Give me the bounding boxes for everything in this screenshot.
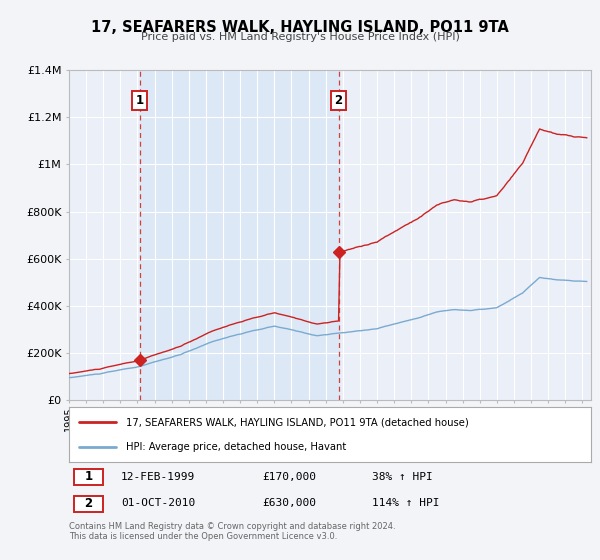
FancyBboxPatch shape (74, 496, 103, 512)
Bar (140, 70, 338, 400)
Text: 17, SEAFARERS WALK, HAYLING ISLAND, PO11 9TA: 17, SEAFARERS WALK, HAYLING ISLAND, PO11… (91, 20, 509, 35)
Text: 1: 1 (84, 470, 92, 483)
Text: 2: 2 (84, 497, 92, 510)
Text: 12-FEB-1999: 12-FEB-1999 (121, 472, 196, 482)
Text: Contains HM Land Registry data © Crown copyright and database right 2024.: Contains HM Land Registry data © Crown c… (69, 522, 395, 531)
Text: £170,000: £170,000 (262, 472, 316, 482)
Text: Price paid vs. HM Land Registry's House Price Index (HPI): Price paid vs. HM Land Registry's House … (140, 32, 460, 43)
Text: 17, SEAFARERS WALK, HAYLING ISLAND, PO11 9TA (detached house): 17, SEAFARERS WALK, HAYLING ISLAND, PO11… (127, 418, 469, 427)
Text: 2: 2 (334, 94, 343, 107)
FancyBboxPatch shape (74, 469, 103, 485)
Text: This data is licensed under the Open Government Licence v3.0.: This data is licensed under the Open Gov… (69, 532, 337, 541)
Text: 01-OCT-2010: 01-OCT-2010 (121, 498, 196, 508)
Text: 1: 1 (136, 94, 143, 107)
Text: £630,000: £630,000 (262, 498, 316, 508)
Text: 38% ↑ HPI: 38% ↑ HPI (372, 472, 433, 482)
Text: HPI: Average price, detached house, Havant: HPI: Average price, detached house, Hava… (127, 442, 347, 451)
Text: 114% ↑ HPI: 114% ↑ HPI (372, 498, 439, 508)
